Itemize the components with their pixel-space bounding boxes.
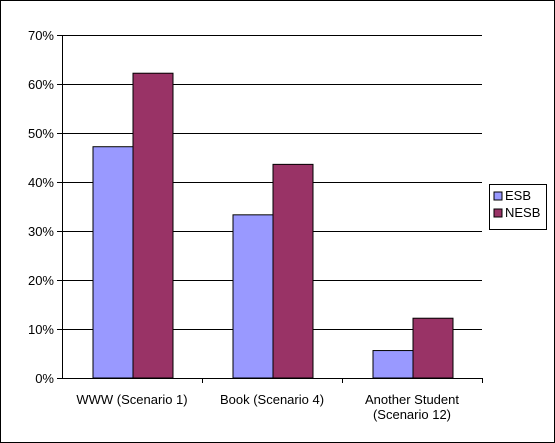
y-tick-labels: 0% 10% 20% 30% 40% 50% 60% 70% <box>28 28 54 386</box>
legend-label-esb: ESB <box>505 188 531 203</box>
y-tick-label: 10% <box>28 322 54 337</box>
y-tick-label: 40% <box>28 175 54 190</box>
y-tick-label: 50% <box>28 126 54 141</box>
x-tick-label: Another Student <box>365 392 459 407</box>
y-tick-label: 60% <box>28 77 54 92</box>
bars <box>92 72 454 379</box>
x-tick-label: Book (Scenario 4) <box>220 392 324 407</box>
bar-nesb <box>132 72 174 379</box>
y-tick-label: 0% <box>35 371 54 386</box>
legend-label-nesb: NESB <box>505 205 540 220</box>
y-tick-label: 70% <box>28 28 54 43</box>
bar-esb <box>92 146 134 379</box>
bar-nesb <box>272 163 314 379</box>
x-tick-labels: WWW (Scenario 1) Book (Scenario 4) Another… <box>76 392 459 422</box>
bar-esb <box>232 214 274 379</box>
y-tick-label: 30% <box>28 224 54 239</box>
bar-nesb <box>412 317 454 379</box>
legend-swatch-esb <box>493 191 503 201</box>
axes <box>57 35 483 383</box>
legend-swatch-nesb <box>493 208 503 218</box>
x-tick-label: WWW (Scenario 1) <box>76 392 187 407</box>
x-tick-label: (Scenario 12) <box>373 407 451 422</box>
y-tick-label: 20% <box>28 273 54 288</box>
legend: ESB NESB <box>489 184 547 230</box>
bar-esb <box>372 350 414 379</box>
